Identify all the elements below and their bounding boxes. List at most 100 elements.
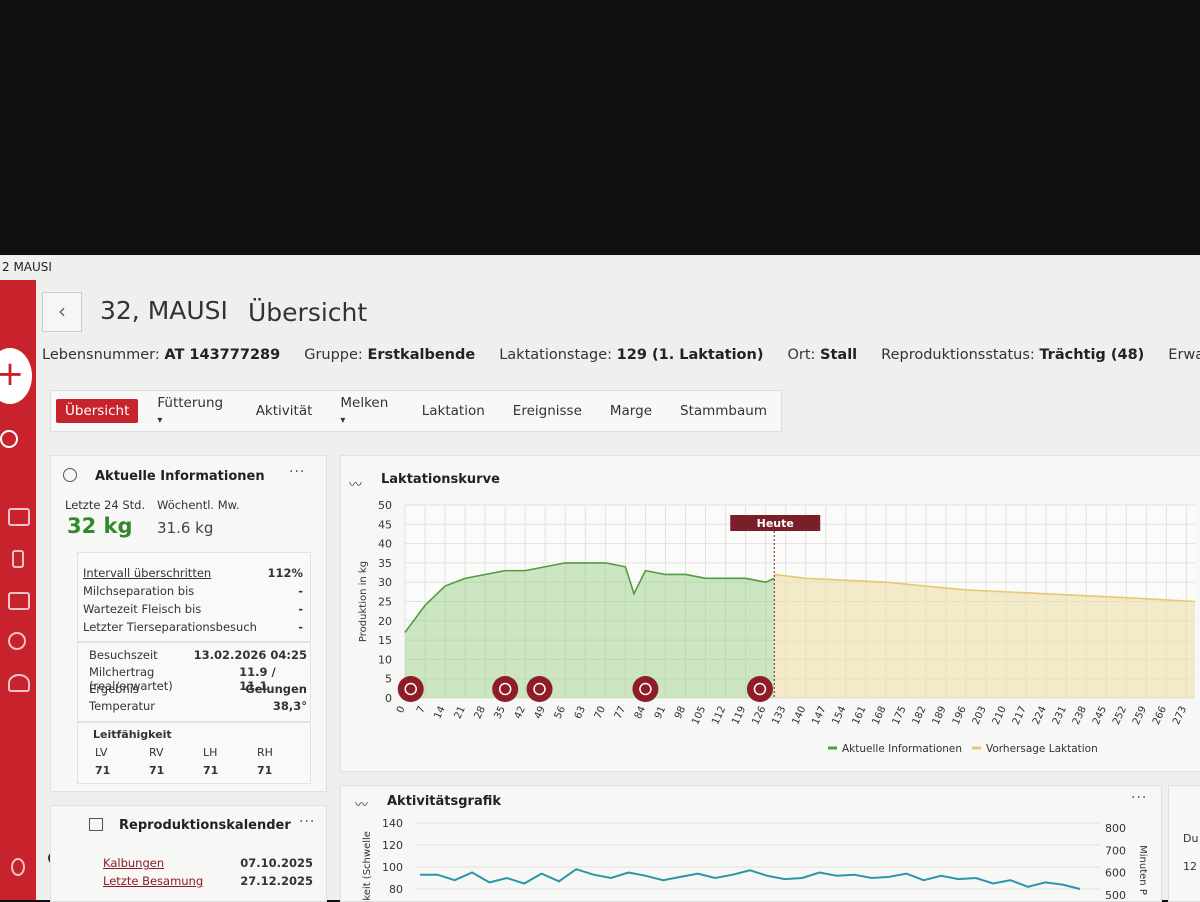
event-icon	[498, 682, 512, 696]
row-label[interactable]: Kalbungen	[103, 856, 165, 870]
x-tick-label: 224	[1031, 705, 1049, 727]
repro-row: Letzte Besamung 27.12.2025	[103, 874, 313, 888]
x-tick-label: 21	[452, 705, 467, 721]
x-tick-label: 147	[810, 705, 828, 727]
fact-label: Ort:	[787, 347, 816, 363]
tab[interactable]: Fütterung ▾	[157, 395, 224, 426]
panel-title: Laktationskurve	[381, 472, 500, 487]
y-tick-label: 10	[378, 653, 392, 666]
x-tick-label: 210	[991, 705, 1009, 727]
tab[interactable]: Marge	[609, 403, 652, 419]
fact-label: Erwartetes	[1168, 347, 1200, 363]
y-tick-label: 15	[378, 634, 392, 647]
tab[interactable]: Melken ▾	[340, 395, 389, 426]
x-tick-label: 0	[395, 705, 408, 715]
tab[interactable]: Laktation	[421, 403, 485, 419]
y-tick-label: 0	[385, 692, 392, 705]
y-tick-label: 140	[382, 817, 403, 830]
chart-icon: 〰	[355, 798, 369, 813]
more-button[interactable]: ···	[289, 464, 306, 480]
event-marker	[492, 676, 519, 702]
more-button[interactable]: ···	[1131, 790, 1148, 806]
animal-title: 32, MAUSI	[100, 296, 228, 325]
series-line	[404, 562, 775, 633]
event-marker	[632, 676, 659, 702]
x-tick-label: 196	[951, 705, 969, 727]
x-tick-label: 154	[830, 705, 848, 727]
event-icon	[753, 682, 767, 696]
row-label[interactable]: Intervall überschritten	[83, 566, 212, 580]
y-tick-label: 100	[382, 861, 403, 874]
info-row: Besuchszeit 13.02.2026 04:25	[89, 648, 307, 662]
series-area	[774, 574, 1195, 698]
add-button[interactable]: +	[0, 348, 32, 404]
label: Wöchentl. Mw.	[157, 498, 240, 512]
panel-title: Reproduktionskalender	[119, 818, 291, 833]
x-tick-label: 238	[1071, 705, 1089, 727]
row-label[interactable]: Letzte Besamung	[103, 874, 204, 888]
nav-icon[interactable]	[12, 550, 24, 568]
nav-icon[interactable]	[8, 592, 30, 610]
back-button[interactable]: ‹	[42, 292, 82, 332]
x-tick-label: 77	[613, 705, 628, 721]
fact: Laktationstage: 129 (1. Laktation)	[499, 347, 763, 363]
conductivity-value: 71	[203, 764, 219, 777]
conductivity-value: 71	[95, 764, 111, 777]
y-axis-label: Produktion in kg	[358, 561, 369, 642]
event-marker	[526, 676, 553, 702]
row-label: Milchertrag (real/erwartet)	[89, 665, 173, 693]
y-tick-label: 40	[378, 538, 392, 551]
y-tick-label: 80	[389, 883, 403, 896]
y-tick-label: 120	[382, 839, 403, 852]
activity-line	[420, 868, 1081, 890]
y2-tick-label: 600	[1105, 867, 1126, 880]
repro-panel: Reproduktionskalender ··· Kalbungen 07.10…	[50, 805, 327, 902]
info-icon	[63, 468, 77, 482]
x-tick-label: 126	[750, 705, 768, 727]
nav-icon[interactable]	[11, 858, 25, 876]
info-row: Letzter Tierseparationsbesuch -	[83, 620, 303, 634]
x-tick-label: 105	[690, 705, 708, 727]
conductivity-title: Leitfähigkeit	[93, 728, 172, 741]
more-button[interactable]: ···	[299, 814, 316, 830]
row-value: 11.9 / 11.1	[239, 665, 276, 693]
x-tick-label: 217	[1011, 705, 1029, 727]
x-tick-label: 35	[493, 705, 508, 721]
conductivity-value: 71	[257, 764, 273, 777]
tab[interactable]: Aktivität	[255, 403, 313, 419]
tab[interactable]: Ereignisse	[512, 403, 582, 419]
tab[interactable]: Stammbaum	[680, 403, 767, 419]
conductivity-box	[77, 722, 311, 784]
fact: Ort: Stall	[787, 347, 857, 363]
row-label: Milchseparation bis	[83, 584, 195, 598]
search-icon[interactable]	[0, 430, 18, 448]
nav-icon[interactable]	[8, 508, 30, 526]
series-line	[774, 573, 1196, 603]
row-value: Gelungen	[245, 682, 307, 696]
info-row: Intervall überschritten 112%	[83, 566, 303, 580]
x-tick-label: 91	[653, 705, 668, 721]
repro-row: Kalbungen 07.10.2025	[103, 856, 313, 870]
nav-icon[interactable]	[8, 674, 30, 692]
x-tick-label: 56	[553, 705, 568, 721]
conductivity-header: RH	[257, 746, 273, 759]
fact: Reproduktionsstatus: Trächtig (48)	[881, 347, 1144, 363]
tab[interactable]: Übersicht	[56, 399, 139, 423]
nav-icon[interactable]	[8, 632, 26, 650]
x-tick-label: 252	[1111, 705, 1129, 727]
info-row: Temperatur 38,3°	[89, 699, 307, 713]
fact: Gruppe: Erstkalbende	[304, 347, 475, 363]
info-row: Ergebnis Gelungen	[89, 682, 307, 696]
x-tick-label: 119	[730, 705, 748, 727]
info-row: Wartezeit Fleisch bis -	[83, 602, 303, 616]
x-tick-label: 231	[1051, 705, 1069, 727]
row-label: Wartezeit Fleisch bis	[83, 602, 202, 616]
y-tick-label: 5	[385, 673, 392, 686]
x-tick-label: 182	[911, 705, 929, 727]
chart-icon: 〰	[349, 478, 363, 493]
row-value: 38,3°	[272, 699, 307, 713]
x-tick-label: 259	[1131, 705, 1149, 727]
fact-value: Stall	[820, 347, 858, 363]
legend-label: Vorhersage Laktation	[986, 743, 1098, 755]
